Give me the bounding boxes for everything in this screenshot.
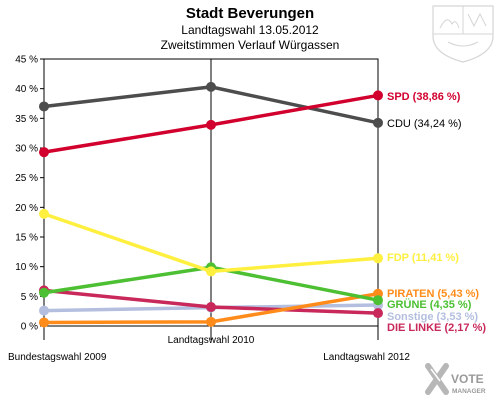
y-tick-label: 15 %	[15, 233, 38, 244]
x-tick-label: Landtagswahl 2012	[323, 352, 410, 363]
series-end-label: GRÜNE (4,35 %)	[387, 298, 472, 311]
data-point	[206, 302, 216, 313]
y-tick-label: 35 %	[15, 114, 38, 125]
data-point	[373, 308, 383, 319]
data-point	[39, 208, 49, 219]
chart-title: Stadt Beverungen	[186, 5, 314, 22]
y-tick-label: 45 %	[15, 55, 38, 66]
data-point	[373, 117, 383, 128]
chart-subtitle-description: Zweitstimmen Verlauf Würgassen	[161, 38, 340, 52]
vote-manager-x-icon	[425, 363, 449, 395]
y-tick-label: 30 %	[15, 144, 38, 155]
y-tick-label: 40 %	[15, 84, 38, 95]
series-layer	[39, 81, 383, 328]
series-end-label: CDU (34,24 %)	[387, 118, 462, 130]
y-axis-ticks: 0 % 5 % 10 % 15 % 20 % 25 % 30 % 35 % 40 % 45 %	[15, 55, 44, 333]
series-end-label: FDP (11,41 %)	[387, 252, 459, 264]
data-point	[39, 317, 49, 328]
data-point	[206, 119, 216, 130]
x-tick-label: Landtagswahl 2010	[168, 335, 255, 346]
series-labels: SPD (38,86 %) CDU (34,24 %) FDP (11,41 %) P…	[387, 91, 486, 334]
nrw-coat-of-arms-icon	[432, 5, 494, 63]
watermark-manager: MANAGER	[452, 388, 486, 395]
data-point	[373, 253, 383, 264]
y-tick-label: 5 %	[21, 292, 38, 303]
chart-subtitle-date: Landtagswahl 13.05.2012	[181, 23, 319, 37]
y-tick-label: 0 %	[21, 322, 38, 333]
data-point	[206, 81, 216, 92]
series-end-label: PIRATEN (5,43 %)	[387, 288, 479, 300]
data-point	[39, 287, 49, 298]
watermark-vote: VOTE	[451, 372, 484, 386]
y-tick-label: 20 %	[15, 203, 38, 214]
y-tick-label: 10 %	[15, 262, 38, 273]
data-point	[206, 316, 216, 327]
series-end-label: Sonstige (3,53 %)	[387, 311, 478, 323]
y-tick-label: 25 %	[15, 173, 38, 184]
data-point	[39, 101, 49, 112]
x-tick-label: Bundestagswahl 2009	[8, 352, 107, 363]
series-end-label: DIE LINKE (2,17 %)	[387, 322, 486, 334]
series-end-label: SPD (38,86 %)	[387, 91, 461, 103]
x-axis-ticks: Bundestagswahl 2009 Landtagswahl 2010 Land…	[8, 326, 410, 363]
data-point	[373, 295, 383, 306]
data-point	[39, 305, 49, 316]
data-point	[39, 147, 49, 158]
data-point	[206, 266, 216, 277]
data-point	[373, 90, 383, 101]
